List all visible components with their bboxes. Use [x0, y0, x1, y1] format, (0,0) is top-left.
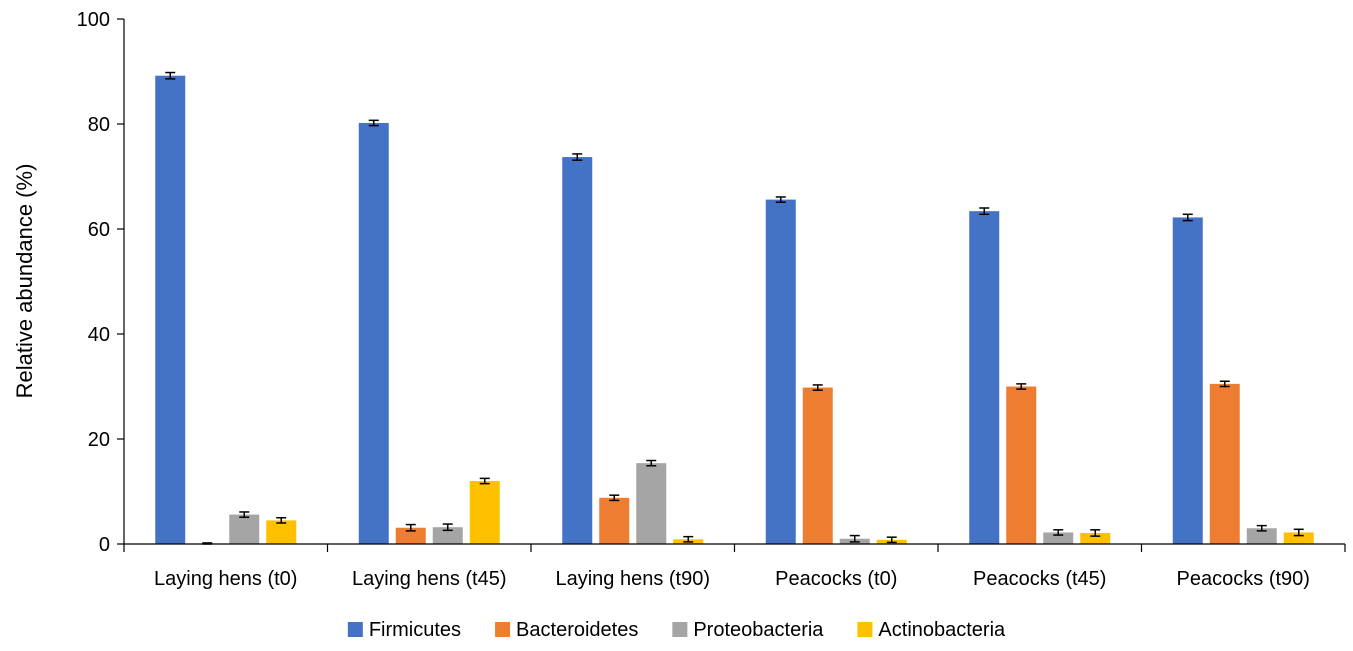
bar-bacteroidetes-1	[395, 527, 426, 544]
y-tick-label: 40	[88, 324, 110, 346]
x-category-label: Peacocks (t90)	[1177, 568, 1310, 590]
bar-firmicutes-0	[155, 75, 186, 544]
bar-bacteroidetes-4	[1006, 386, 1037, 544]
bar-actinobacteria-4	[1080, 532, 1111, 544]
x-category-label: Peacocks (t45)	[973, 568, 1106, 590]
legend-item-firmicutes: Firmicutes	[347, 619, 461, 641]
error-bar-proteobacteria-3	[849, 534, 860, 543]
error-bar-firmicutes-3	[775, 196, 786, 203]
x-category-label: Laying hens (t45)	[352, 568, 507, 590]
bar-firmicutes-2	[562, 157, 593, 544]
bar-actinobacteria-0	[266, 520, 297, 544]
bar-proteobacteria-5	[1246, 528, 1277, 544]
x-category-label: Laying hens (t90)	[555, 568, 710, 590]
error-bars-layer	[165, 71, 1304, 545]
bar-actinobacteria-1	[469, 481, 500, 544]
y-tick-label: 100	[77, 9, 110, 31]
legend-item-actinobacteria: Actinobacteria	[857, 619, 1006, 641]
error-bar-proteobacteria-0	[239, 511, 250, 518]
legend-swatch	[495, 622, 511, 637]
error-bar-bacteroidetes-3	[812, 384, 823, 391]
legend: Firmicutes Bacteroidetes Proteobacteria Act…	[347, 619, 1006, 641]
bar-firmicutes-1	[358, 122, 389, 544]
bar-proteobacteria-1	[432, 527, 463, 544]
error-bar-bacteroidetes-5	[1219, 380, 1230, 388]
bar-proteobacteria-4	[1043, 532, 1074, 544]
y-tick-label: 0	[99, 534, 110, 556]
error-bar-firmicutes-4	[979, 207, 990, 216]
legend-label: Actinobacteria	[878, 619, 1006, 641]
bar-bacteroidetes-5	[1209, 383, 1240, 544]
error-bar-firmicutes-5	[1182, 213, 1193, 222]
error-bar-bacteroidetes-4	[1016, 383, 1027, 390]
error-bar-proteobacteria-5	[1256, 524, 1267, 532]
axes-layer	[117, 18, 1346, 552]
legend-swatch	[347, 622, 363, 637]
error-bar-bacteroidetes-1	[405, 523, 416, 532]
x-category-label: Laying hens (t0)	[154, 568, 297, 590]
error-bar-actinobacteria-2	[683, 535, 694, 543]
error-bar-proteobacteria-1	[442, 523, 453, 532]
legend-item-bacteroidetes: Bacteroidetes	[495, 619, 638, 641]
error-bar-firmicutes-2	[572, 153, 583, 161]
bar-firmicutes-3	[765, 199, 796, 544]
error-bar-proteobacteria-4	[1053, 529, 1064, 536]
bar-proteobacteria-0	[229, 514, 260, 544]
bar-bacteroidetes-2	[599, 497, 630, 544]
legend-label: Firmicutes	[369, 619, 461, 641]
x-category-label: Peacocks (t0)	[775, 568, 897, 590]
y-tick-label: 20	[88, 429, 110, 451]
legend-item-proteobacteria: Proteobacteria	[672, 619, 824, 641]
error-bar-actinobacteria-5	[1293, 528, 1304, 537]
error-bar-actinobacteria-3	[886, 536, 897, 544]
error-bar-firmicutes-0	[165, 71, 176, 80]
error-bar-proteobacteria-2	[646, 459, 657, 467]
y-tick-label: 80	[88, 114, 110, 136]
bar-proteobacteria-2	[636, 463, 667, 544]
error-bar-firmicutes-1	[368, 119, 379, 127]
bar-firmicutes-5	[1172, 217, 1203, 544]
error-bar-bacteroidetes-2	[609, 494, 620, 502]
y-tick-label: 60	[88, 219, 110, 241]
bar-bacteroidetes-3	[802, 387, 833, 544]
error-bar-actinobacteria-4	[1090, 529, 1101, 537]
bar-firmicutes-4	[969, 211, 1000, 544]
error-bar-actinobacteria-1	[479, 477, 490, 485]
y-tick-labels: 0 20 40 60 80 100	[77, 9, 110, 556]
bar-actinobacteria-5	[1283, 532, 1314, 544]
y-axis-title: Relative abundance (%)	[12, 164, 37, 399]
error-bar-actinobacteria-0	[276, 517, 287, 524]
x-category-labels: Laying hens (t0) Laying hens (t45) Laying …	[154, 568, 1310, 590]
legend-swatch	[672, 622, 688, 637]
bars-layer	[155, 75, 1314, 544]
legend-swatch	[857, 622, 873, 637]
legend-label: Bacteroidetes	[516, 619, 638, 641]
legend-label: Proteobacteria	[693, 619, 824, 641]
